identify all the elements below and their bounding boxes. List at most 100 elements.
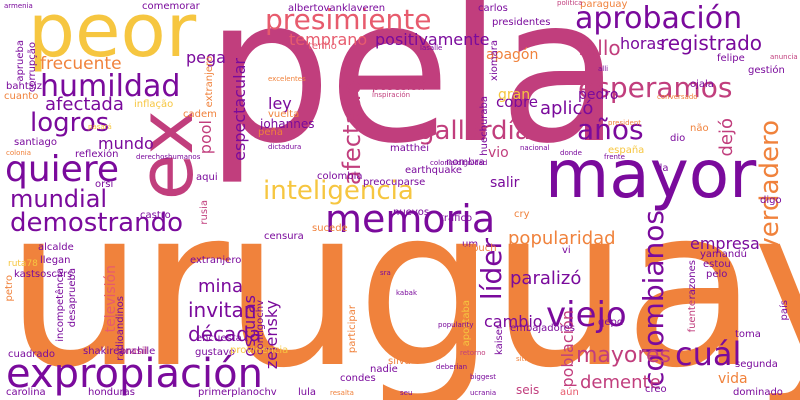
word-small-65: earthquake xyxy=(405,165,463,176)
word-peor: peor xyxy=(28,0,197,74)
word-small-64: nombra xyxy=(446,157,485,168)
word-small-78: dio xyxy=(670,133,686,144)
word-small-53: rusia xyxy=(199,200,210,225)
word-demostrando: demostrando xyxy=(10,208,183,238)
word-small-44: país xyxy=(779,300,790,321)
word-aun: aún xyxy=(560,387,579,398)
word-small-63: matthei xyxy=(390,143,429,154)
word-viejo: viejo xyxy=(546,295,627,335)
word-small-18: petro xyxy=(4,275,15,302)
word-small-19: incompetência xyxy=(55,268,66,342)
word-positivamente: positivamente xyxy=(375,30,490,49)
word-expropiacion: expropiación xyxy=(6,351,263,397)
word-vio: vio xyxy=(488,145,509,161)
word-espectacular: espectacular xyxy=(230,58,249,161)
word-invitan: invitan xyxy=(188,298,257,322)
word-small-87: um xyxy=(462,239,479,250)
word-afectado: afectado xyxy=(338,80,366,186)
word-small-11: inflação xyxy=(134,99,174,110)
word-small-26: shakireanchile xyxy=(83,346,156,357)
word-small-6: bahtsiz xyxy=(6,81,42,92)
word-small-41: pelo xyxy=(706,269,728,280)
word-small-5: lasalle xyxy=(420,44,443,52)
word-quiere: quiere xyxy=(5,149,119,190)
word-seis: seis xyxy=(516,383,540,397)
word-small-3: tenho xyxy=(308,41,337,52)
word-small-98: deberian xyxy=(436,363,468,371)
word-small-45: creo xyxy=(645,384,667,395)
word-small-86: cadem xyxy=(183,109,217,120)
word-small-59: xiomara xyxy=(489,40,500,81)
word-small-39: yamandú xyxy=(700,249,747,260)
word-mina: mina xyxy=(198,276,243,297)
word-small-70: vuelta xyxy=(268,109,300,120)
word-small-46: digo xyxy=(760,195,782,206)
word-small-101: seu xyxy=(400,389,413,397)
word-small-32: condes xyxy=(340,373,376,384)
word-small-93: ojala xyxy=(690,79,714,90)
word-zelensky: zelensky xyxy=(262,300,281,370)
word-verdadero: verdadero xyxy=(755,120,785,253)
word-small-83: gestión xyxy=(748,65,785,76)
word-small-21: extranjero xyxy=(190,255,242,266)
word-gallardia: gallardía xyxy=(418,116,531,146)
word-afectada: afectada xyxy=(45,94,124,115)
word-small-57: contigochv xyxy=(255,300,266,355)
word-gran: gran xyxy=(498,87,531,103)
word-small-10: extranjero xyxy=(204,56,215,108)
word-mayor: mayor xyxy=(545,136,757,213)
word-small-1: comemorar xyxy=(142,1,200,12)
word-small-85: conversado xyxy=(657,93,698,101)
word-small-38: qepd xyxy=(598,317,624,328)
word-small-75: nacional xyxy=(520,144,550,152)
word-mundial: mundial xyxy=(10,185,108,213)
word-small-96: biggest xyxy=(470,373,496,381)
word-mayores: mayores xyxy=(576,343,671,368)
word-small-104: ucrania xyxy=(470,389,497,397)
word-small-102: sra xyxy=(380,269,391,277)
word-small-37: kaiser xyxy=(494,325,505,355)
word-mundo: mundo xyxy=(98,134,154,153)
word-small-9: corrupção xyxy=(27,42,38,93)
word-small-61: inspiración xyxy=(372,91,411,99)
word-small-30: primerplanochv xyxy=(198,387,277,398)
word-small-29: honduras xyxy=(88,387,135,398)
word-vida: vida xyxy=(718,371,748,387)
word-carlos: carlos xyxy=(478,3,508,14)
word-small-25: providencia xyxy=(230,345,289,356)
word-horas: horas xyxy=(620,34,665,53)
word-dominado: dominado xyxy=(733,387,783,398)
word-small-12: pasará xyxy=(88,123,112,131)
word-demente: demente xyxy=(580,372,661,393)
word-small-60: posesión xyxy=(372,79,426,93)
word-small-13: colonia xyxy=(6,149,32,157)
word-small-22: gustavo xyxy=(195,347,235,358)
word-small-88: vi xyxy=(562,245,571,256)
word-small-92: alli xyxy=(598,65,609,73)
word-pega: pega xyxy=(186,48,226,67)
word-small-82: felipe xyxy=(717,53,745,64)
word-humildad: humildad xyxy=(40,69,181,104)
word-registrado: registrado xyxy=(660,31,763,55)
word-small-73: sucede xyxy=(312,223,348,234)
word-salir: salir xyxy=(490,175,520,191)
word-small-74: censura xyxy=(264,231,304,242)
word-small-48: razones xyxy=(687,260,698,300)
word-cobre: cobre xyxy=(496,93,539,111)
word-frecuente: frecuente xyxy=(40,54,122,74)
word-cambio: cambio xyxy=(484,312,543,331)
word-small-33: silva xyxy=(388,356,411,367)
word-small-66: colombia xyxy=(317,171,363,182)
word-decada: década xyxy=(188,322,262,346)
word-small-81: da xyxy=(656,163,669,174)
word-temprano: temprano xyxy=(289,30,368,49)
word-poblacion: población xyxy=(558,310,577,388)
word-small-47: fuente xyxy=(687,300,698,333)
word-small-24: brasil xyxy=(120,346,148,357)
word-small-49: nuevos xyxy=(393,207,430,218)
word-presimiente: presimiente xyxy=(265,3,432,36)
word-small-16: ruta78 xyxy=(8,259,38,269)
word-santiago: santiago xyxy=(14,137,57,148)
word-small-99: resalta xyxy=(330,389,354,397)
